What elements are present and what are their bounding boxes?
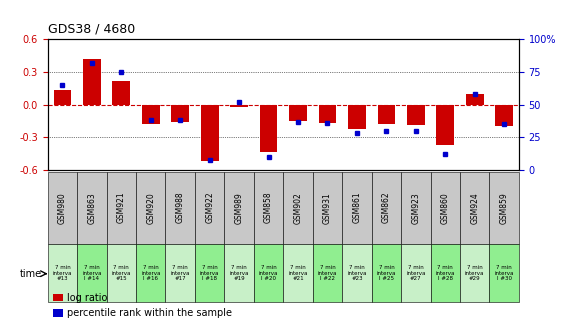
Text: 7 min
interva
#15: 7 min interva #15 — [112, 265, 131, 281]
Text: 7 min
interva
I #28: 7 min interva I #28 — [435, 265, 455, 281]
Bar — [489, 244, 519, 302]
Bar — [371, 172, 401, 244]
Text: GSM922: GSM922 — [205, 192, 214, 223]
Bar — [107, 244, 136, 302]
Bar — [165, 244, 195, 302]
Text: GSM862: GSM862 — [382, 192, 391, 223]
Text: percentile rank within the sample: percentile rank within the sample — [67, 308, 232, 318]
Bar — [195, 244, 224, 302]
Bar — [53, 91, 71, 105]
Bar — [224, 172, 254, 244]
Bar — [431, 244, 460, 302]
Bar — [319, 105, 336, 123]
Text: time: time — [20, 269, 42, 279]
Bar — [495, 105, 513, 127]
Text: GSM858: GSM858 — [264, 192, 273, 223]
Bar — [48, 244, 77, 302]
Bar — [83, 59, 100, 105]
Bar — [136, 172, 165, 244]
Bar — [112, 81, 130, 105]
Text: GDS38 / 4680: GDS38 / 4680 — [48, 23, 135, 36]
Bar — [460, 172, 489, 244]
Bar — [107, 172, 136, 244]
Bar — [313, 244, 342, 302]
Bar — [77, 244, 107, 302]
Text: 7 min
interva
I #14: 7 min interva I #14 — [82, 265, 102, 281]
Bar — [371, 244, 401, 302]
Bar — [348, 105, 366, 129]
Bar — [289, 105, 307, 121]
Text: GSM861: GSM861 — [352, 192, 361, 223]
Bar — [201, 105, 218, 161]
Text: 7 min
interva
I #16: 7 min interva I #16 — [141, 265, 160, 281]
Text: GSM931: GSM931 — [323, 192, 332, 224]
Bar — [489, 172, 519, 244]
Bar — [53, 309, 63, 317]
Bar — [254, 172, 283, 244]
Text: 7 min
interva
I #20: 7 min interva I #20 — [259, 265, 278, 281]
Text: 7 min
interva
#21: 7 min interva #21 — [288, 265, 308, 281]
Bar — [342, 244, 371, 302]
Bar — [172, 105, 189, 122]
Text: GSM989: GSM989 — [234, 192, 243, 224]
Text: GSM924: GSM924 — [470, 192, 479, 224]
Text: GSM920: GSM920 — [146, 192, 155, 224]
Text: GSM921: GSM921 — [117, 192, 126, 223]
Bar — [254, 244, 283, 302]
Text: 7 min
interva
#27: 7 min interva #27 — [406, 265, 426, 281]
Text: GSM863: GSM863 — [88, 192, 96, 224]
Bar — [136, 244, 165, 302]
Text: 7 min
interva
I #18: 7 min interva I #18 — [200, 265, 219, 281]
Text: GSM988: GSM988 — [176, 192, 185, 223]
Bar — [436, 105, 454, 145]
Text: 7 min
interva
#13: 7 min interva #13 — [53, 265, 72, 281]
Text: GSM902: GSM902 — [293, 192, 302, 224]
Bar — [77, 172, 107, 244]
Text: GSM860: GSM860 — [441, 192, 450, 224]
Text: GSM859: GSM859 — [500, 192, 509, 224]
Text: 7 min
interva
I #22: 7 min interva I #22 — [318, 265, 337, 281]
Bar — [283, 244, 313, 302]
Bar — [378, 105, 395, 124]
Bar — [407, 105, 425, 125]
Bar — [142, 105, 159, 124]
Bar — [460, 244, 489, 302]
Bar — [466, 94, 484, 105]
Bar — [431, 172, 460, 244]
Text: 7 min
interva
I #25: 7 min interva I #25 — [376, 265, 396, 281]
Text: 7 min
interva
#29: 7 min interva #29 — [465, 265, 485, 281]
Text: 7 min
interva
#23: 7 min interva #23 — [347, 265, 367, 281]
Bar — [283, 172, 313, 244]
Text: GSM923: GSM923 — [411, 192, 420, 224]
Bar — [313, 172, 342, 244]
Text: log ratio: log ratio — [67, 293, 108, 302]
Text: GSM980: GSM980 — [58, 192, 67, 224]
Bar — [195, 172, 224, 244]
Bar — [165, 172, 195, 244]
Bar — [53, 294, 63, 301]
Text: 7 min
interva
#19: 7 min interva #19 — [229, 265, 249, 281]
Bar — [48, 172, 77, 244]
Text: 7 min
interva
#17: 7 min interva #17 — [171, 265, 190, 281]
Bar — [401, 244, 431, 302]
Bar — [401, 172, 431, 244]
Bar — [260, 105, 278, 151]
Bar — [224, 244, 254, 302]
Bar — [342, 172, 371, 244]
Bar — [231, 105, 248, 107]
Text: 7 min
interva
I #30: 7 min interva I #30 — [494, 265, 514, 281]
